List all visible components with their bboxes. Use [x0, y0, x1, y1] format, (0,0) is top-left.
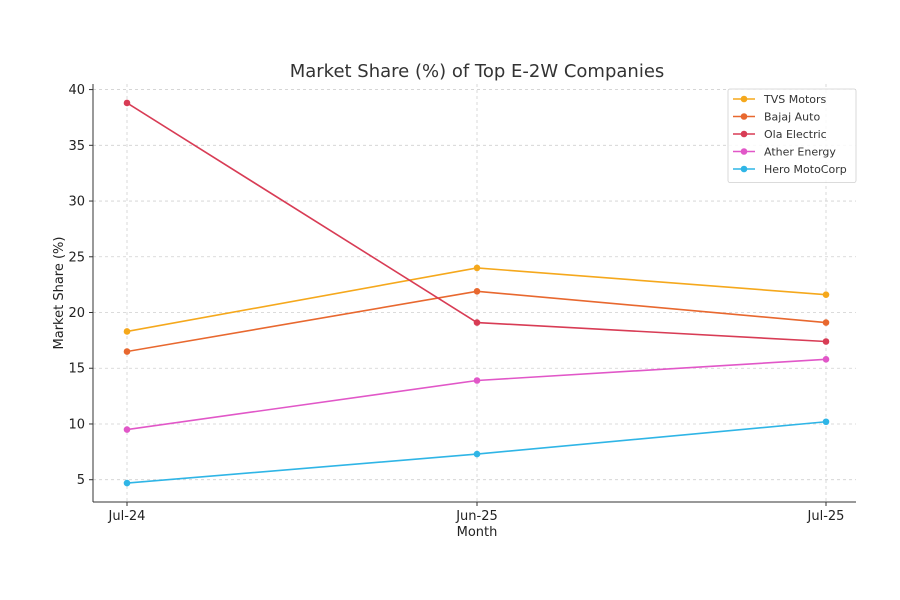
series-line-ola-electric	[126, 102, 827, 343]
y-tick-label: 15	[68, 362, 85, 377]
legend-marker-ola-electric	[740, 130, 748, 138]
legend-label-tvs-motors: TVS Motors	[763, 93, 827, 106]
legend-marker-ather-energy	[740, 148, 748, 155]
y-tick-label: 5	[77, 473, 85, 488]
y-axis-label: Market Share (%)	[52, 237, 67, 350]
data-point-ola-electric	[822, 338, 830, 345]
legend: TVS Motors Bajaj Auto Ola Electric Ather En…	[727, 88, 857, 183]
y-tick-label: 40	[68, 83, 85, 98]
y-tick-label: 35	[68, 139, 85, 154]
data-point-ola-electric	[473, 319, 481, 326]
series-line-ather-energy	[126, 358, 827, 431]
x-tick-label: Jul-25	[807, 509, 845, 524]
x-tick-label: Jul-24	[108, 509, 146, 524]
y-tick-label: 30	[68, 195, 85, 210]
data-point-hero-motocorp	[473, 450, 481, 458]
data-point-hero-motocorp	[123, 479, 131, 487]
plot-area	[123, 99, 830, 487]
y-tick-label: 20	[68, 306, 85, 321]
data-point-bajaj-auto	[473, 288, 481, 295]
legend-marker-tvs-motors	[740, 95, 748, 103]
legend-label-ather-energy: Ather Energy	[764, 146, 836, 159]
data-point-ola-electric	[123, 99, 131, 107]
data-point-ather-energy	[822, 356, 830, 363]
legend-label-bajaj-auto: Bajaj Auto	[764, 111, 820, 124]
x-axis-label: Month	[457, 525, 498, 540]
grid	[93, 84, 856, 502]
legend-box	[727, 88, 857, 183]
data-point-tvs-motors	[822, 291, 830, 298]
x-tick-label: Jun-25	[455, 509, 498, 524]
y-tick-label: 25	[68, 250, 85, 265]
data-point-hero-motocorp	[822, 418, 830, 426]
data-point-tvs-motors	[123, 328, 131, 335]
legend-label-ola-electric: Ola Electric	[764, 128, 827, 141]
data-point-bajaj-auto	[123, 348, 131, 355]
axes: 5 10 15 20 25 30 35 40 Jul-24 Jun-25 Jul-25	[68, 83, 856, 524]
legend-marker-hero-motocorp	[740, 165, 748, 173]
data-point-ather-energy	[473, 377, 481, 384]
data-point-bajaj-auto	[822, 319, 830, 326]
data-point-ather-energy	[123, 426, 131, 433]
data-point-tvs-motors	[473, 264, 481, 272]
legend-label-hero-motocorp: Hero MotoCorp	[764, 163, 847, 176]
legend-marker-bajaj-auto	[740, 113, 748, 120]
chart-title: Market Share (%) of Top E-2W Companies	[290, 61, 665, 82]
y-tick-label: 10	[68, 417, 85, 432]
